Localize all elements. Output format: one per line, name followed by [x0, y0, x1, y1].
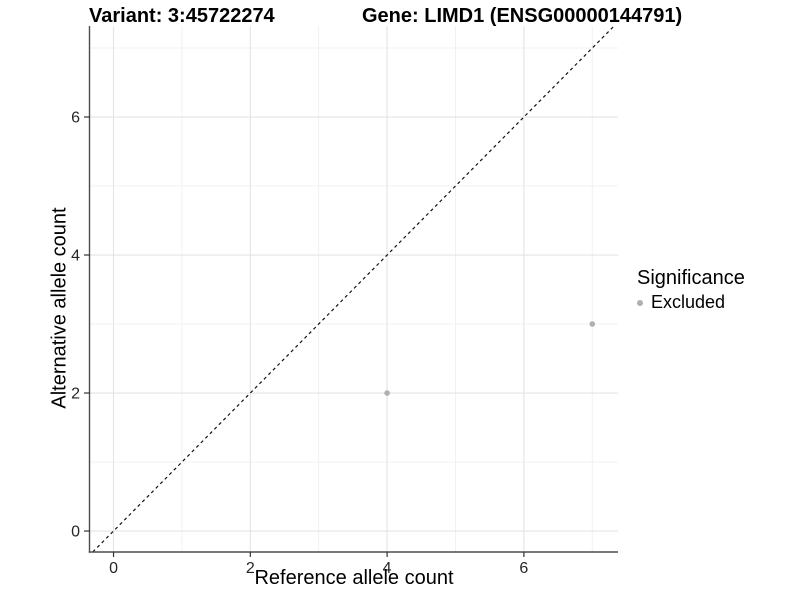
- legend-item-excluded: Excluded: [637, 292, 745, 313]
- y-tick-label: 4: [71, 248, 80, 265]
- data-point: [384, 390, 390, 396]
- excluded-point-icon: [637, 299, 643, 306]
- legend-item-label: Excluded: [651, 292, 726, 312]
- identity-reference-line: [92, 25, 615, 553]
- y-tick-label: 2: [71, 386, 80, 403]
- x-tick-label: 4: [383, 560, 392, 577]
- y-tick-label: 6: [71, 110, 80, 127]
- x-tick-label: 0: [109, 560, 118, 577]
- y-axis-title: Alternative allele count: [48, 207, 71, 409]
- x-axis-title: Reference allele count: [254, 567, 454, 589]
- legend-title: Significance: [637, 267, 745, 289]
- gene-title: Gene: LIMD1 (ENSG00000144791): [362, 5, 683, 27]
- x-tick-label: 2: [246, 560, 255, 577]
- variant-title: Variant: 3:45722274: [89, 5, 275, 27]
- y-tick-label: 0: [71, 524, 80, 541]
- data-point: [589, 321, 596, 327]
- x-tick-label: 6: [519, 560, 528, 577]
- legend: Significance Excluded: [637, 267, 745, 313]
